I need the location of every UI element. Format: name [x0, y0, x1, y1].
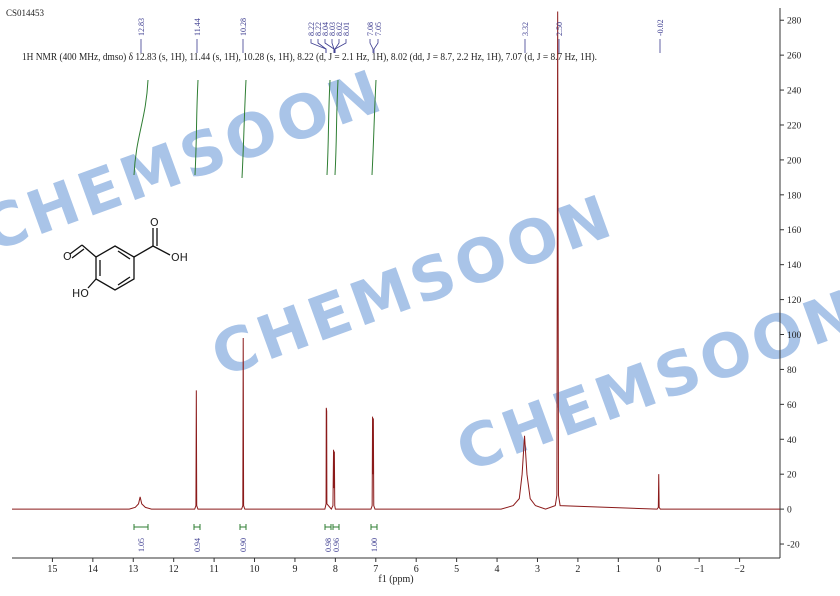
- x-tick-label: −2: [734, 564, 745, 575]
- integral-label: 0.94: [193, 538, 202, 552]
- peak-label: 11.44: [193, 18, 202, 36]
- x-tick-label: 4: [495, 564, 500, 575]
- integral-bracket: [324, 524, 332, 530]
- y-tick-label: 20: [787, 471, 797, 481]
- x-tick-label: 9: [292, 564, 297, 575]
- peak-label: 3.32: [521, 22, 530, 36]
- peak-connector: [334, 39, 347, 53]
- peak-connector: [334, 39, 340, 53]
- x-tick-label: 14: [88, 564, 98, 575]
- x-tick-label: 15: [47, 564, 57, 575]
- x-tick-label: 1: [616, 564, 621, 575]
- x-tick-label: 3: [535, 564, 540, 575]
- y-tick-label: 80: [787, 366, 797, 376]
- integral-bracket: [332, 524, 340, 530]
- y-tick-label: 240: [787, 87, 802, 97]
- bond: [69, 244, 83, 255]
- integral-curve: [133, 79, 149, 176]
- bond: [152, 245, 171, 256]
- bond: [81, 244, 97, 258]
- x-tick-label: 7: [373, 564, 378, 575]
- x-tick-label: 2: [575, 564, 580, 575]
- peak-label: 8.01: [342, 22, 351, 36]
- peak-connector: [331, 39, 335, 53]
- integral-curve: [241, 79, 247, 179]
- spectrum: [12, 11, 780, 511]
- peak-label: 8.02: [335, 22, 344, 36]
- x-tick-label: 0: [656, 564, 661, 575]
- peak-label: 8.04: [321, 22, 330, 36]
- peak-label: 7.08: [366, 22, 375, 36]
- x-tick-label: 5: [454, 564, 459, 575]
- peak-connector: [369, 39, 374, 53]
- bond: [117, 276, 131, 286]
- y-tick-label: -20: [787, 541, 800, 551]
- bond: [87, 278, 97, 289]
- watermark: CHEMSOON: [203, 181, 624, 391]
- y-tick-label: 160: [787, 226, 802, 236]
- y-tick-label: 200: [787, 156, 802, 166]
- y-tick-label: 120: [787, 296, 802, 306]
- bond: [71, 248, 85, 259]
- y-tick-label: 140: [787, 261, 802, 271]
- integral-curve: [326, 79, 331, 176]
- integral-label: 0.90: [239, 538, 248, 552]
- peak-label: 2.50: [555, 22, 564, 36]
- peak-label: 10.28: [239, 18, 248, 36]
- peak-label: 8.22: [307, 22, 316, 36]
- integral-curve: [194, 79, 199, 176]
- peak-label: 8.22: [314, 22, 323, 36]
- y-tick-label: 100: [787, 331, 802, 341]
- bond: [117, 250, 131, 260]
- integral-bracket: [370, 524, 378, 530]
- ring: [95, 245, 135, 291]
- y-tick-label: 260: [787, 52, 802, 62]
- y-tick-label: 40: [787, 436, 797, 446]
- integral-bracket: [133, 524, 149, 530]
- peak-label: 12.83: [137, 18, 146, 36]
- integral-bracket: [239, 524, 247, 530]
- integral-label: 0.98: [324, 538, 333, 552]
- annotation: 1H NMR (400 MHz, dmso) δ 12.83 (s, 1H), …: [22, 52, 597, 63]
- integral-label: 1.00: [370, 538, 379, 552]
- atom-label: O: [63, 250, 72, 263]
- x-axis-label: f1 (ppm): [378, 574, 413, 585]
- atom-label: OH: [171, 251, 188, 264]
- x-tick-label: −1: [694, 564, 705, 575]
- x-tick-label: 8: [333, 564, 338, 575]
- structure: [69, 228, 171, 291]
- integral-bracket: [193, 524, 201, 530]
- sample-id: CS014453: [6, 8, 45, 18]
- x-tick-label: 6: [414, 564, 419, 575]
- peak-label: -0.02: [656, 19, 665, 36]
- peak-connector: [317, 39, 327, 53]
- integral-curve: [371, 79, 377, 176]
- peak-connector: [310, 39, 327, 53]
- y-tick-label: 180: [787, 191, 802, 201]
- atom-label: O: [150, 216, 159, 229]
- x-tick-label: 12: [169, 564, 179, 575]
- y-tick-label: 220: [787, 121, 802, 131]
- integral-curve: [334, 79, 339, 176]
- integral-label: 0.96: [332, 538, 341, 552]
- atom-label: HO: [72, 287, 89, 300]
- x-tick-label: 13: [128, 564, 138, 575]
- x-tick-label: 10: [250, 564, 260, 575]
- watermarks: CHEMSOON CHEMSOON CHEMSOON: [0, 56, 840, 486]
- y-tick-label: 60: [787, 401, 797, 411]
- peak-connector: [373, 39, 379, 53]
- peak-label: 7.05: [374, 22, 383, 36]
- x-tick-label: 11: [209, 564, 219, 575]
- bond: [133, 245, 154, 258]
- integral-label: 1.05: [137, 538, 146, 552]
- peak-label: 8.03: [328, 22, 337, 36]
- watermark: CHEMSOON: [448, 276, 840, 486]
- watermark: CHEMSOON: [0, 56, 394, 266]
- y-tick-label: 0: [787, 506, 792, 516]
- y-tick-label: 280: [787, 17, 802, 27]
